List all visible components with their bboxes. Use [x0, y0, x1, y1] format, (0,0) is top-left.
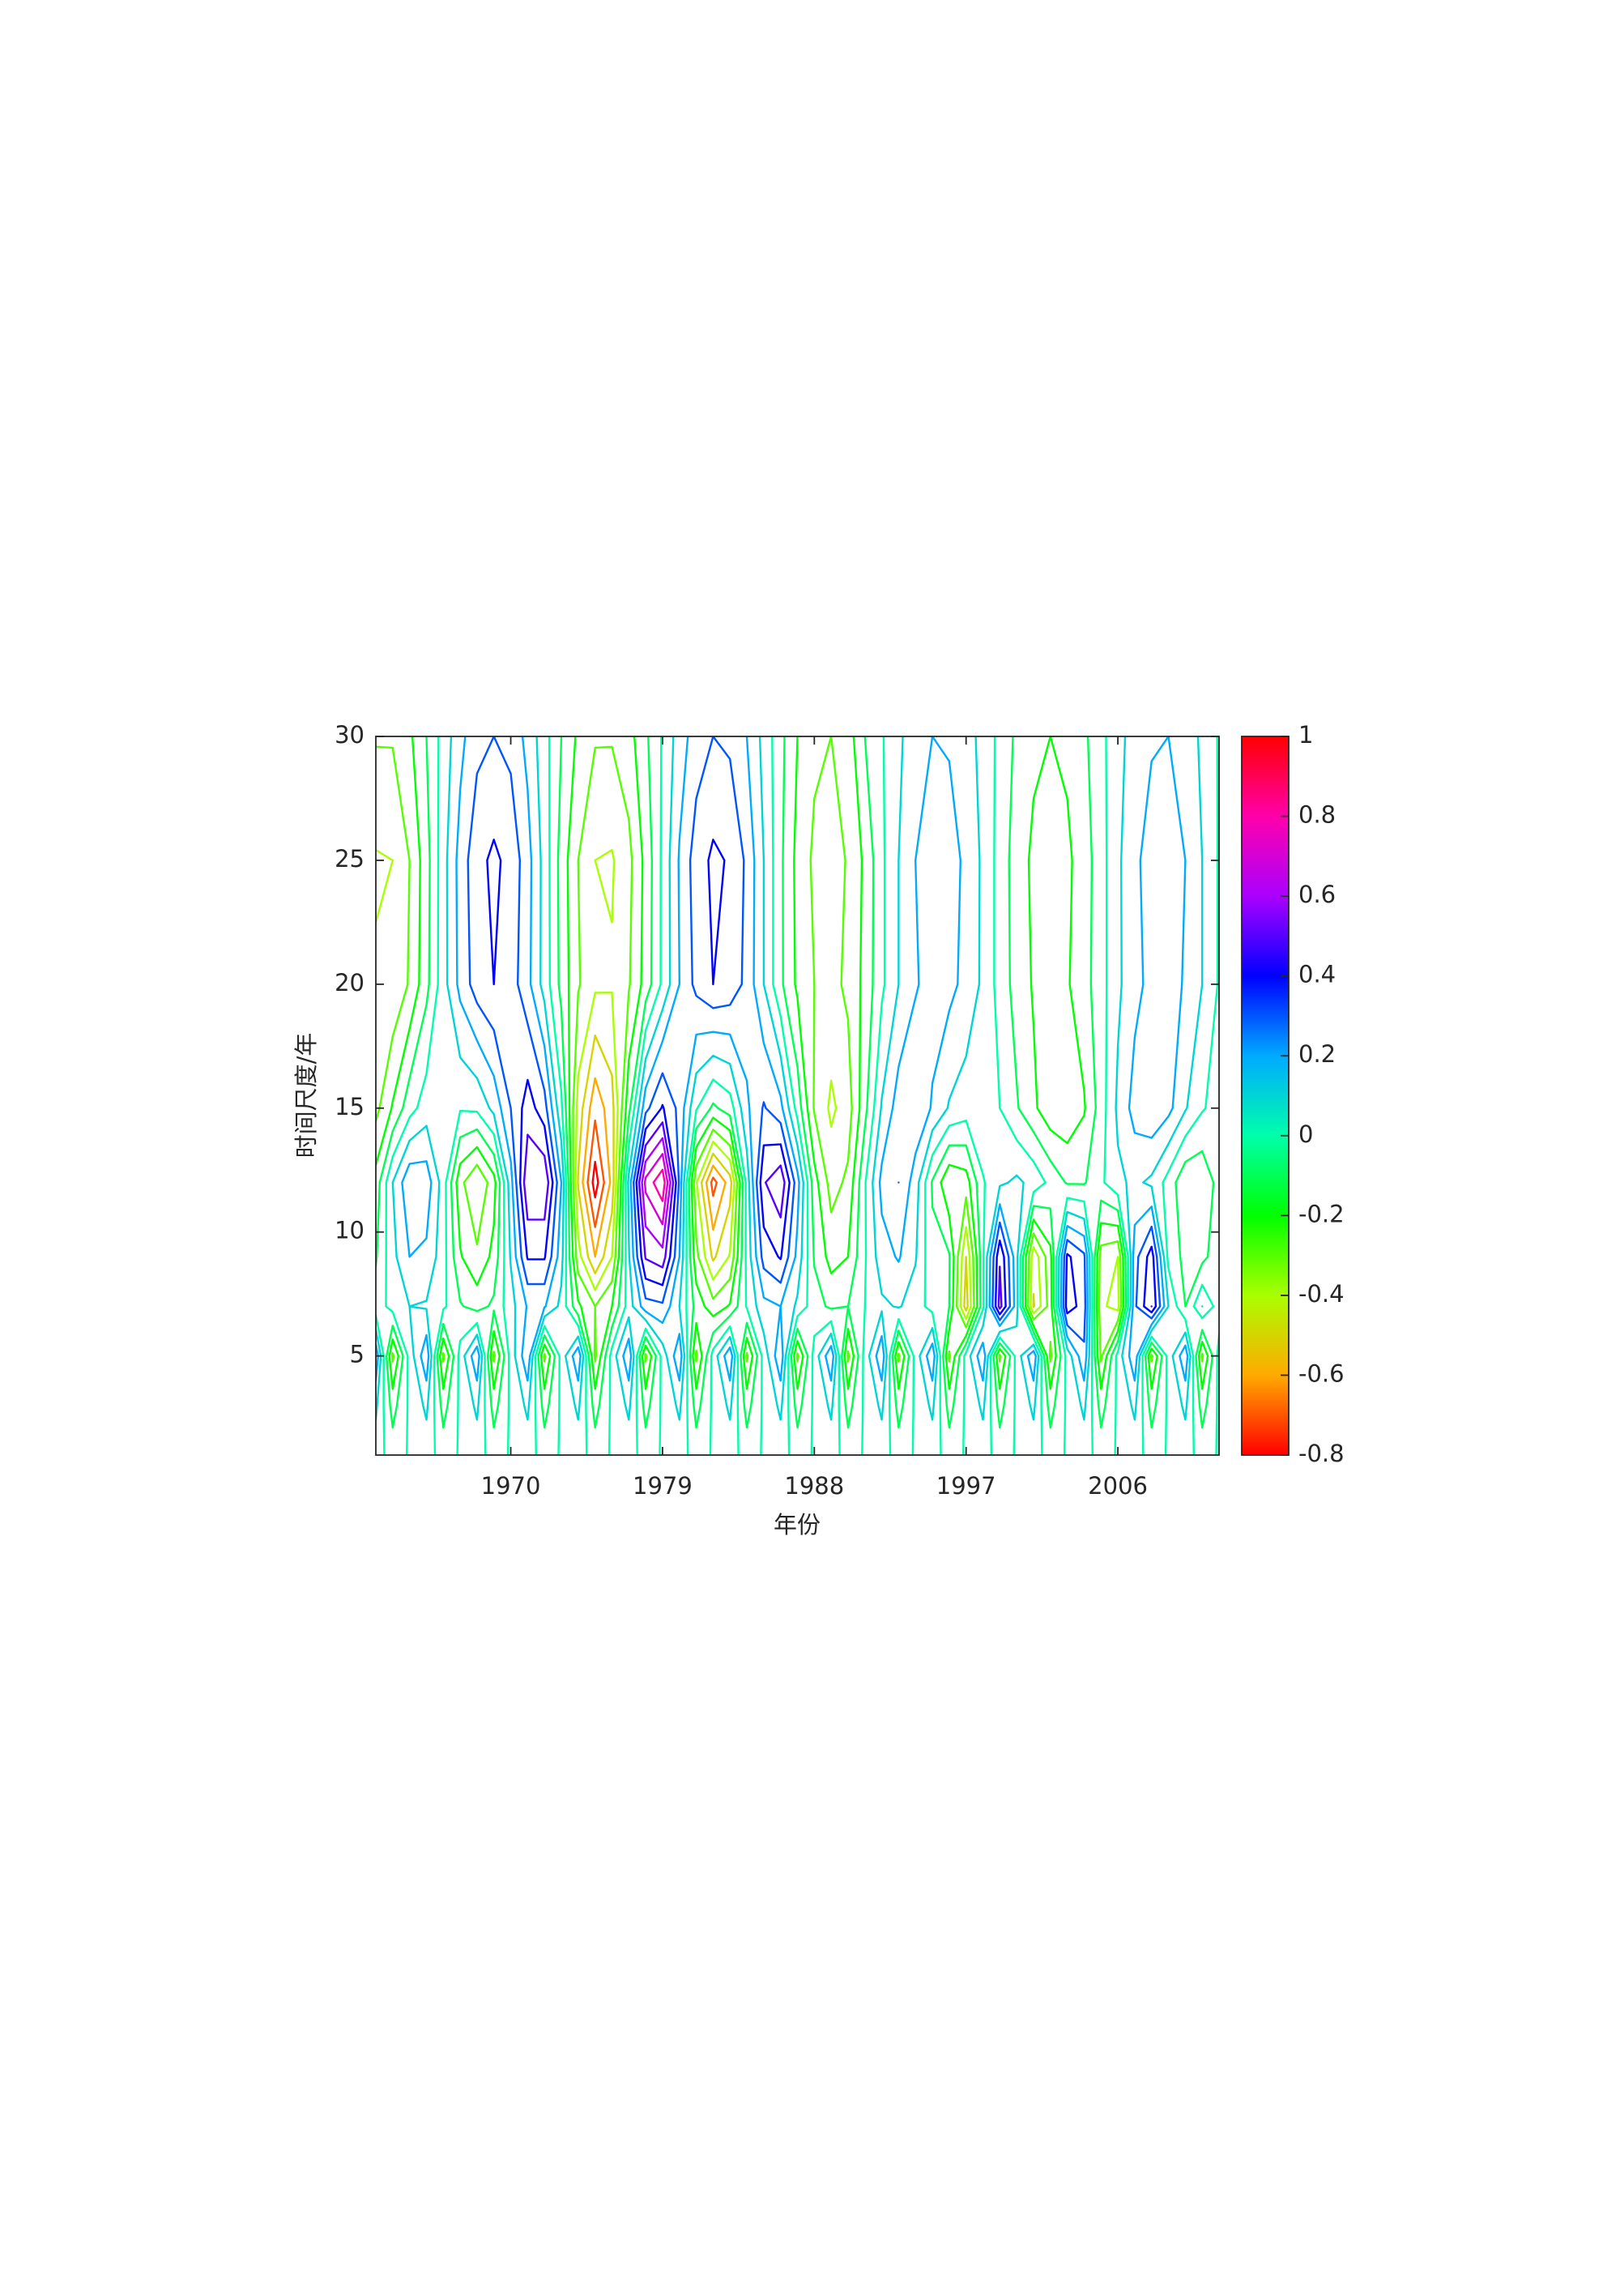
contour-line: [643, 1153, 669, 1226]
x-tick-label: 1988: [784, 1472, 844, 1500]
y-tick-label: 5: [350, 1341, 364, 1368]
contour-line: [376, 736, 1209, 1390]
contour-line: [652, 1168, 666, 1202]
contour-line: [591, 1160, 599, 1199]
y-tick-label: 20: [335, 969, 364, 996]
contour-line: [577, 1034, 1035, 1312]
contour-line: [376, 736, 1219, 1455]
contour-line: [376, 736, 1189, 1382]
x-axis-label: 年份: [774, 1511, 821, 1538]
colorbar-tick-label: -0.4: [1298, 1280, 1345, 1308]
y-axis-label: 时间尺度/年: [292, 1033, 320, 1159]
x-tick-label: 1979: [633, 1472, 693, 1500]
colorbar: [1241, 736, 1290, 1456]
contour-line: [467, 736, 1162, 1343]
colorbar-tick-label: 0.8: [1298, 801, 1336, 829]
colorbar-tick-label: -0.8: [1298, 1440, 1345, 1467]
contour-line: [486, 839, 1157, 1316]
colorbar-tick-label: 0: [1298, 1120, 1313, 1148]
colorbar-tick-label: 0.2: [1298, 1040, 1336, 1068]
contour-line: [586, 1119, 718, 1228]
x-tick-label: 2006: [1088, 1472, 1148, 1500]
colorbar-tick-label: 1: [1298, 721, 1313, 749]
contour-line: [582, 1077, 727, 1258]
contour-line: [522, 1121, 1153, 1310]
contour-line: [641, 1137, 671, 1248]
colorbar-tick-label: -0.6: [1298, 1359, 1345, 1387]
contour-line: [376, 736, 1215, 1429]
colorbar-tick-label: -0.2: [1298, 1200, 1345, 1227]
y-tick-label: 15: [335, 1093, 364, 1120]
y-tick-label: 25: [335, 845, 364, 873]
x-tick-label: 1997: [936, 1472, 996, 1500]
colorbar-tick-label: 0.4: [1298, 961, 1336, 988]
y-tick-label: 30: [335, 721, 364, 749]
colorbar-tick-label: 0.6: [1298, 881, 1336, 908]
y-tick-label: 10: [335, 1217, 364, 1244]
x-tick-label: 1970: [481, 1472, 541, 1500]
contour-layer: [376, 736, 1219, 1455]
axes-box: [375, 736, 1220, 1456]
contour-line: [376, 849, 1120, 1321]
contour-line: [376, 736, 1204, 1363]
